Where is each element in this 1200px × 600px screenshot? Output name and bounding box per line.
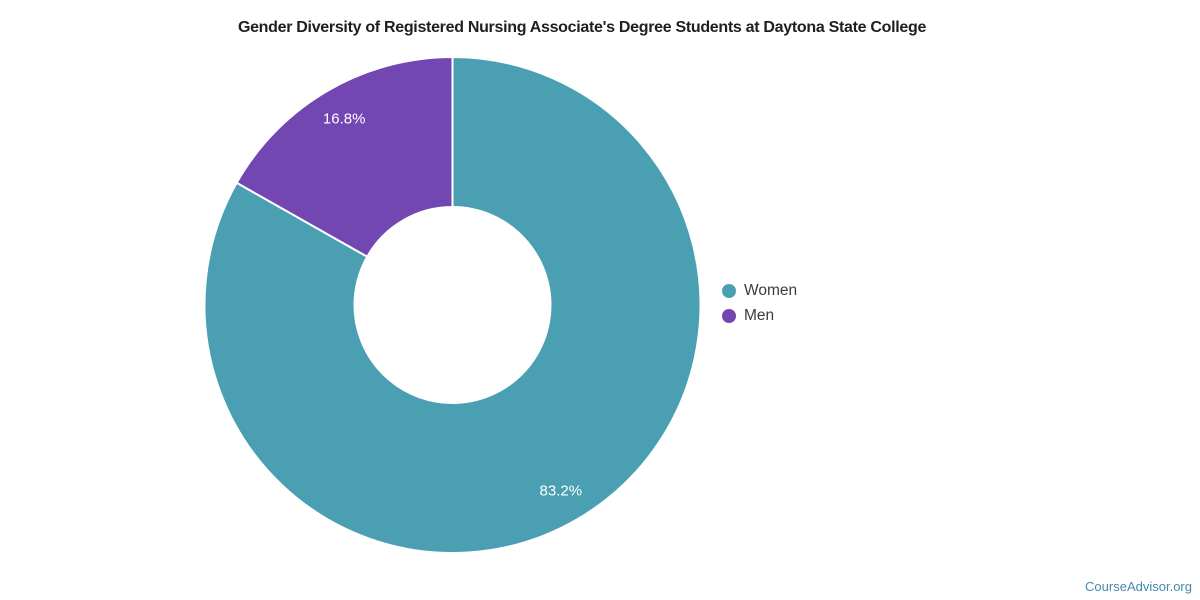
legend-label-women: Women: [744, 281, 798, 299]
legend-marker-men-icon: [722, 308, 736, 323]
courseadvisor-attribution-link[interactable]: CourseAdvisor.org: [1085, 579, 1192, 594]
legend-label-men: Men: [744, 306, 775, 324]
legend-item-men[interactable]: Men: [722, 305, 797, 326]
legend-marker-women-icon: [722, 283, 736, 298]
pie-slice-women[interactable]: [203, 56, 702, 554]
legend: Women Men: [722, 280, 797, 326]
pie-slice-men[interactable]: [235, 56, 454, 258]
chart-title: Gender Diversity of Registered Nursing A…: [237, 19, 927, 36]
legend-item-women[interactable]: Women: [722, 280, 797, 301]
